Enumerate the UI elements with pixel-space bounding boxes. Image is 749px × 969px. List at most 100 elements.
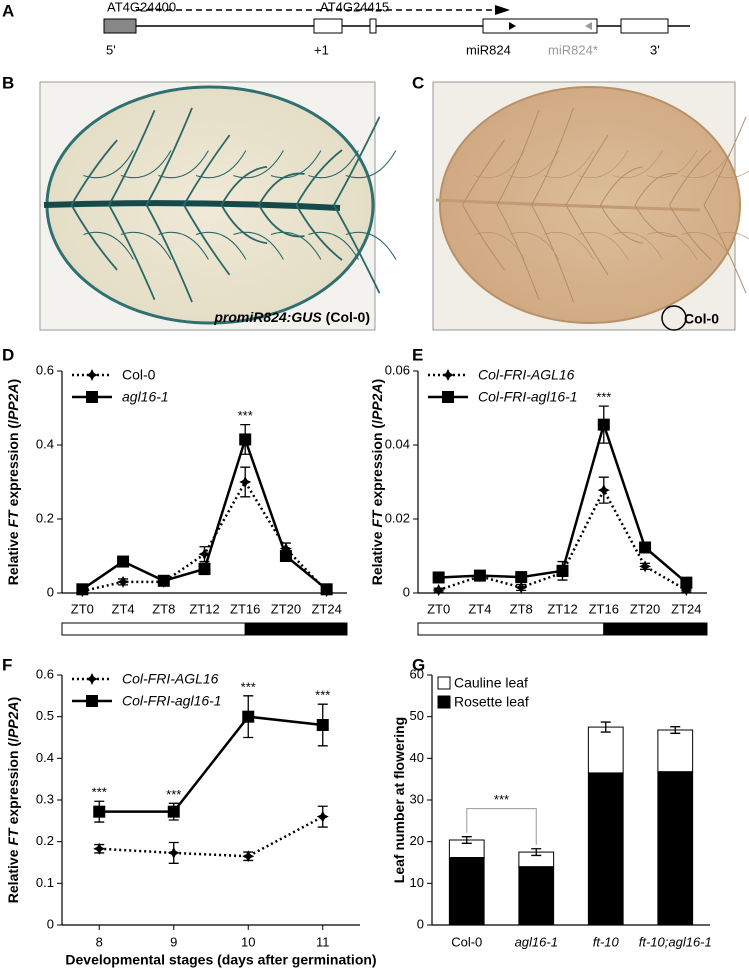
x-tick-label: ZT0	[427, 601, 450, 616]
marker	[320, 583, 333, 596]
vein	[600, 166, 643, 206]
vein	[295, 149, 343, 206]
y-tick-label: 30	[410, 791, 424, 806]
marker	[515, 571, 528, 584]
y-tick-label: 0.1	[36, 875, 54, 890]
y-axis-label-part: FT	[5, 827, 21, 846]
panel-label: D	[2, 345, 14, 364]
marker	[239, 433, 252, 446]
vein	[183, 204, 231, 276]
x-tick-label: 8	[96, 934, 103, 949]
vein	[634, 204, 678, 237]
y-axis-label: Relative FT expression (/PP2A)	[5, 697, 21, 903]
x-tick-label: ZT16	[230, 601, 260, 616]
bar-segment	[657, 729, 694, 773]
y-axis-label-part: expression (/	[5, 738, 21, 824]
legend-marker	[86, 695, 98, 707]
gene-label: AT4G24400	[107, 0, 176, 14]
gene-label: +1	[314, 42, 329, 57]
marker	[93, 805, 106, 818]
y-axis-label-part: expression (/	[5, 420, 21, 506]
vein	[462, 139, 505, 206]
vein	[703, 116, 747, 206]
x-tick-label: ZT12	[189, 601, 219, 616]
marker	[93, 842, 106, 855]
vein	[681, 150, 732, 179]
marker	[639, 541, 652, 554]
marker	[680, 576, 693, 589]
y-axis-label-part: Relative	[5, 849, 21, 903]
y-axis-label-part: )	[369, 379, 385, 384]
legend-marker	[86, 369, 98, 381]
marker	[198, 562, 211, 575]
photo-c: Col-0	[432, 81, 749, 331]
vein	[183, 134, 231, 206]
vein	[345, 231, 397, 260]
vein	[233, 150, 284, 179]
gene-label: miR824*	[548, 42, 598, 57]
panel-label: G	[412, 655, 425, 674]
y-axis-label-part: Leaf number at flowering	[391, 717, 407, 883]
legend-label: Rosette leaf	[454, 694, 529, 710]
marker	[167, 805, 180, 818]
legend-swatch	[437, 676, 451, 690]
y-tick-label: 0.5	[36, 708, 54, 723]
marker	[316, 719, 329, 731]
significance: ***	[596, 390, 611, 405]
vein	[345, 150, 397, 179]
panel-label: B	[2, 73, 14, 92]
vein	[70, 204, 118, 271]
vein	[70, 139, 118, 206]
marker	[279, 550, 292, 562]
legend-marker	[86, 391, 98, 403]
vein	[681, 231, 732, 260]
vein	[333, 204, 381, 294]
marker	[473, 569, 486, 582]
gene-model: AT4G24400 AT4G24415 5' +1 miR824 miR824* 3'	[103, 0, 690, 57]
x-tick-label: ZT16	[589, 601, 619, 616]
error-bar	[531, 848, 542, 857]
error-bar	[670, 726, 681, 734]
vein	[158, 231, 209, 260]
marker	[639, 560, 652, 573]
y-tick-label: 0.6	[36, 362, 54, 377]
y-tick-label: 0.4	[36, 436, 54, 451]
vein	[703, 204, 747, 294]
y-tick-label: 0	[47, 916, 54, 931]
x-tick-label: Col-0	[451, 934, 482, 949]
marker	[157, 574, 170, 587]
promoter-box	[103, 18, 137, 34]
vein	[295, 204, 343, 261]
x-tick-label: 9	[170, 934, 177, 949]
y-tick-label: 10	[410, 875, 424, 890]
exon	[620, 18, 669, 34]
significance: ***	[241, 679, 256, 694]
photo-caption: Col-0	[684, 311, 719, 327]
bar-segment	[587, 772, 624, 926]
legend-marker	[442, 369, 454, 381]
y-axis-label-part: FT	[369, 509, 385, 528]
legend-label: Col-FRI-agl16-1	[122, 693, 222, 709]
y-tick-label: 0.02	[385, 510, 410, 525]
vein	[233, 231, 284, 260]
y-axis-label-part: Relative	[5, 531, 21, 585]
vein	[145, 107, 193, 206]
marker	[432, 571, 445, 584]
exon	[313, 18, 343, 34]
vein	[634, 173, 678, 206]
bar-segment	[448, 857, 485, 926]
panel-label: C	[412, 73, 424, 92]
bar-segment	[657, 771, 694, 926]
vein	[270, 150, 322, 179]
y-tick-label: 20	[410, 833, 424, 848]
vein	[600, 204, 643, 244]
y-tick-label: 50	[410, 708, 424, 723]
error-bar	[461, 836, 472, 844]
x-tick-label: ZT20	[271, 601, 301, 616]
vein	[333, 116, 381, 206]
x-tick-label: ft-10;agl16-1	[639, 934, 712, 949]
vein	[120, 231, 172, 260]
y-axis-label-part: expression (/	[369, 420, 385, 506]
x-tick-label: ZT4	[468, 601, 491, 616]
